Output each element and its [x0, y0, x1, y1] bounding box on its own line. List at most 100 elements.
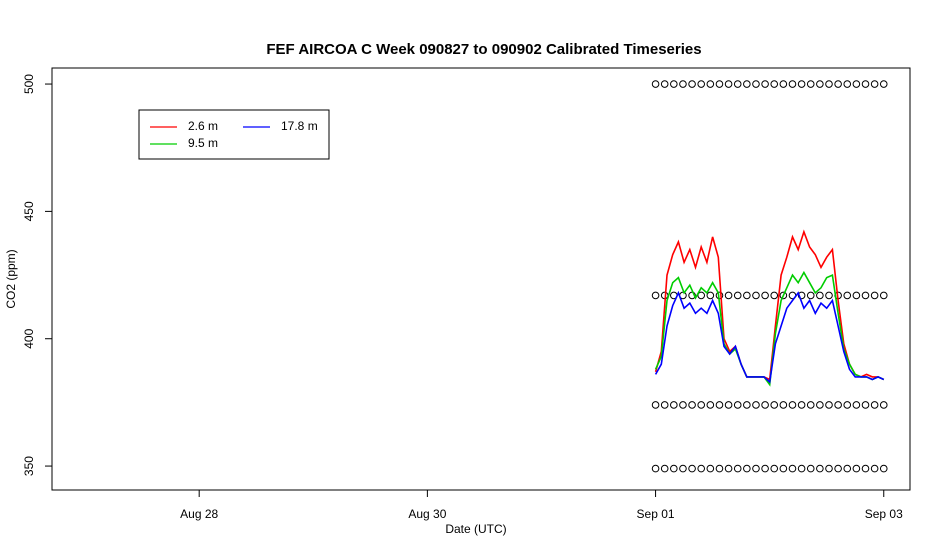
calibration-point — [806, 401, 815, 409]
plot-frame — [51, 67, 911, 491]
calibration-point — [843, 464, 852, 473]
calibration-point — [706, 291, 715, 300]
calibration-point — [870, 80, 879, 88]
legend-label: 9.5 m — [188, 136, 218, 150]
calibration-point — [706, 80, 715, 88]
calibration-point — [724, 291, 733, 300]
calibration-point — [743, 401, 751, 409]
calibration-point — [724, 80, 733, 88]
calibration-point — [870, 401, 879, 409]
calibration-point — [688, 80, 696, 88]
calibration-point — [688, 464, 696, 473]
calibration-point — [861, 80, 870, 88]
calibration-point — [843, 80, 852, 88]
calibration-point — [843, 291, 852, 300]
calibration-point — [752, 80, 760, 88]
calibration-point — [679, 401, 687, 409]
calibration-point — [651, 401, 660, 409]
calibration-point — [724, 401, 733, 409]
calibration-point — [861, 464, 870, 473]
calibration-point — [670, 80, 678, 88]
x-tick-label: Aug 30 — [408, 507, 446, 521]
legend-box — [138, 109, 330, 160]
calibration-point — [706, 401, 715, 409]
calibration-point — [761, 80, 769, 88]
calibration-point — [697, 291, 706, 300]
calibration-point — [825, 401, 833, 409]
calibration-point — [770, 80, 779, 88]
calibration-point — [770, 291, 779, 300]
calibration-point — [852, 464, 861, 473]
calibration-point — [788, 401, 797, 409]
calibration-point — [816, 464, 824, 473]
calibration-point — [733, 80, 742, 88]
chart-title: FEF AIRCOA C Week 090827 to 090902 Calib… — [266, 41, 701, 58]
legend-label: 17.8 m — [281, 119, 318, 133]
x-tick-label: Sep 01 — [637, 507, 675, 521]
calibration-point — [825, 291, 833, 300]
calibration-point — [651, 80, 660, 88]
calibration-point — [779, 291, 788, 300]
calibration-point — [706, 464, 715, 473]
legend-label: 2.6 m — [188, 119, 218, 133]
calibration-point — [733, 464, 742, 473]
calibration-point — [660, 401, 669, 409]
y-tick-label: 400 — [22, 328, 36, 348]
calibration-point — [879, 80, 888, 88]
calibration-point — [806, 80, 815, 88]
calibration-point — [651, 464, 660, 473]
calibration-point — [715, 80, 724, 88]
calibration-point — [770, 401, 779, 409]
calibration-point — [697, 80, 706, 88]
calibration-point — [825, 464, 833, 473]
calibration-point — [852, 80, 861, 88]
calibration-point — [779, 401, 788, 409]
calibration-point — [761, 401, 769, 409]
calibration-point — [733, 291, 742, 300]
x-tick-label: Sep 03 — [865, 507, 903, 521]
calibration-point — [761, 464, 769, 473]
calibration-point — [870, 291, 879, 300]
y-tick-label: 450 — [22, 201, 36, 221]
calibration-point — [797, 464, 806, 473]
calibration-point — [834, 401, 842, 409]
calibration-point — [752, 464, 760, 473]
calibration-point — [834, 80, 842, 88]
calibration-point — [697, 464, 706, 473]
calibration-point — [752, 291, 760, 300]
calibration-point — [743, 291, 751, 300]
x-axis-label: Date (UTC) — [445, 522, 506, 536]
calibration-point — [870, 464, 879, 473]
calibration-point — [770, 464, 779, 473]
calibration-point — [879, 401, 888, 409]
calibration-point — [879, 291, 888, 300]
calibration-point — [670, 401, 678, 409]
calibration-point — [724, 464, 733, 473]
calibration-point — [697, 401, 706, 409]
calibration-point — [752, 401, 760, 409]
calibration-point — [679, 464, 687, 473]
calibration-point — [806, 464, 815, 473]
calibration-point — [761, 291, 769, 300]
calibration-point — [670, 464, 678, 473]
calibration-point — [733, 401, 742, 409]
calibration-point — [816, 401, 824, 409]
calibration-point — [816, 291, 824, 300]
calibration-point — [879, 464, 888, 473]
calibration-point — [816, 80, 824, 88]
calibration-point — [679, 80, 687, 88]
calibration-point — [843, 401, 852, 409]
calibration-point — [660, 80, 669, 88]
calibration-point — [743, 464, 751, 473]
y-tick-label: 350 — [22, 456, 36, 476]
calibration-point — [779, 464, 788, 473]
calibration-point — [797, 401, 806, 409]
calibration-point — [825, 80, 833, 88]
calibration-point — [688, 401, 696, 409]
calibration-point — [743, 80, 751, 88]
calibration-point — [834, 464, 842, 473]
series-line — [654, 290, 885, 384]
calibration-point — [852, 291, 861, 300]
